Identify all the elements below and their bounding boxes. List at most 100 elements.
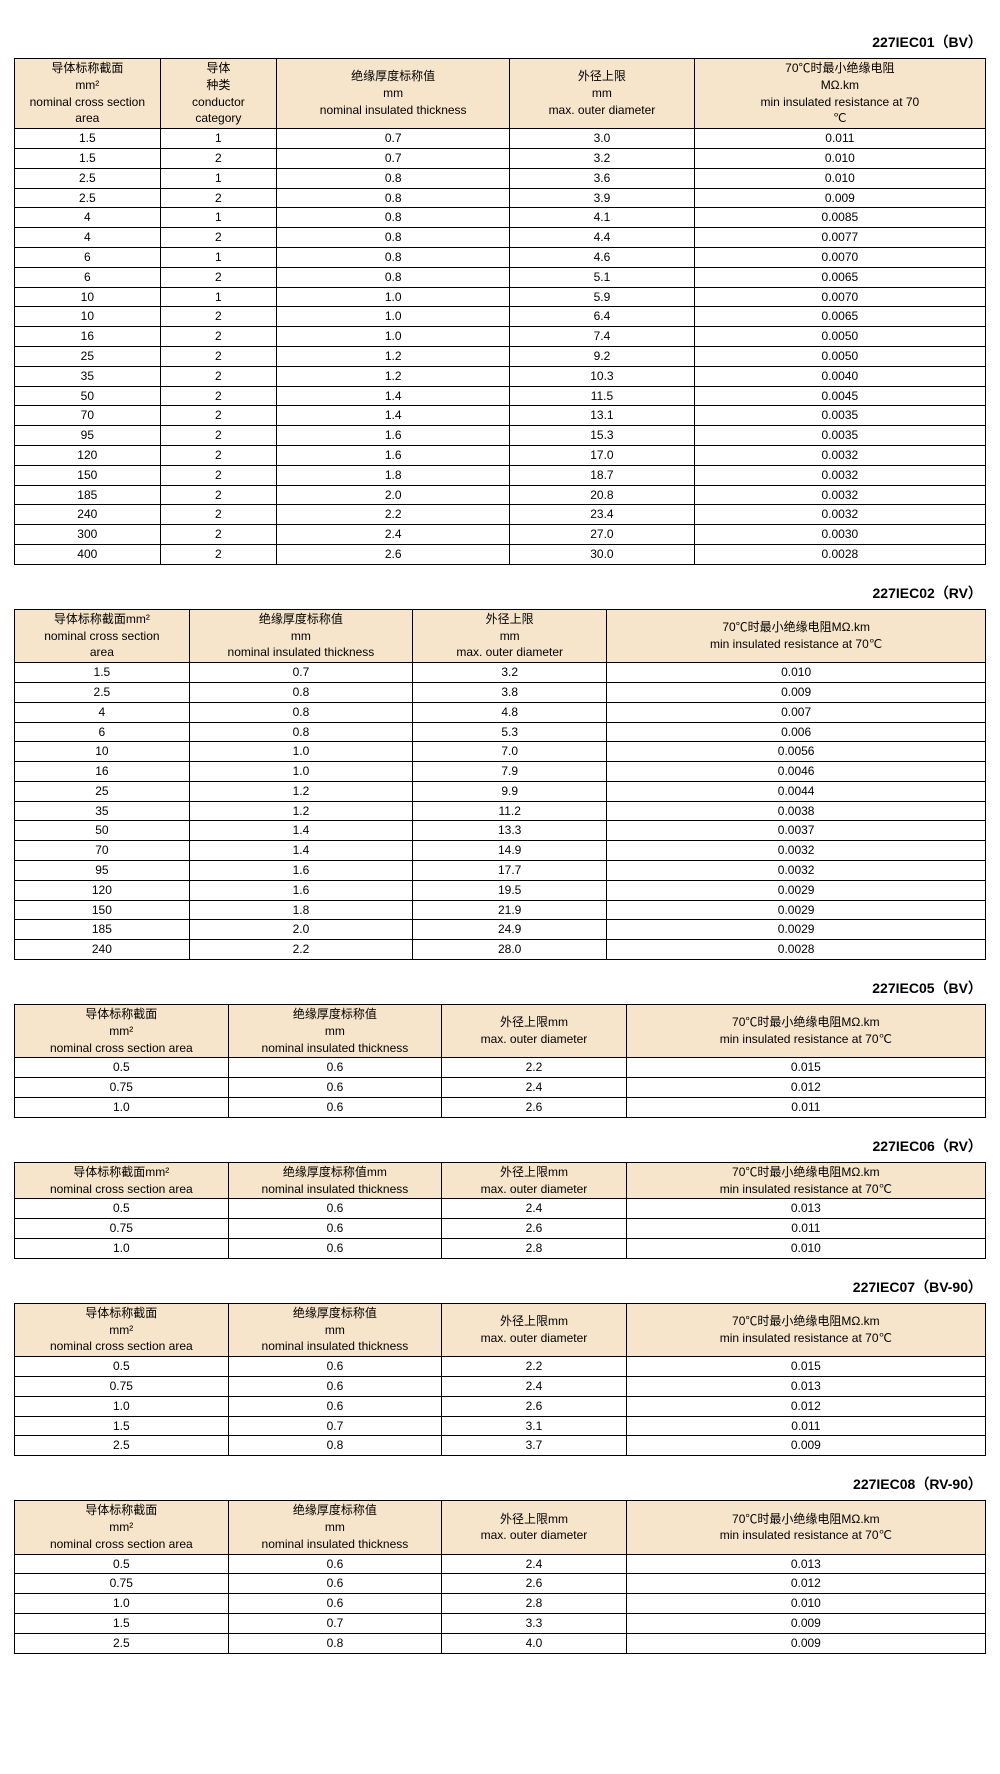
table-cell: 10 (15, 742, 190, 762)
table-row: 620.85.10.0065 (15, 267, 986, 287)
table-cell: 7.4 (510, 327, 694, 347)
table-cell: 1.0 (189, 762, 412, 782)
table-row: 420.84.40.0077 (15, 228, 986, 248)
table-cell: 4 (15, 702, 190, 722)
table-cell: 0.0032 (694, 445, 985, 465)
table-cell: 25 (15, 346, 161, 366)
table-cell: 0.010 (607, 663, 986, 683)
table-cell: 0.8 (277, 208, 510, 228)
table-cell: 0.011 (626, 1098, 985, 1118)
table-cell: 120 (15, 880, 190, 900)
table-header-cell: 70℃时最小绝缘电阻MΩ.kmmin insulated resistance … (607, 609, 986, 662)
table-cell: 23.4 (510, 505, 694, 525)
table-cell: 1.0 (277, 327, 510, 347)
table-cell: 0.0032 (694, 485, 985, 505)
table-cell: 0.0037 (607, 821, 986, 841)
table-cell: 1.5 (15, 148, 161, 168)
table-cell: 1.0 (189, 742, 412, 762)
table-row: 0.750.62.40.013 (15, 1377, 986, 1397)
table-cell: 3.2 (510, 148, 694, 168)
table-header-row: 导体标称截面mm²nominal cross section area绝缘厚度标… (15, 1501, 986, 1554)
table-cell: 0.010 (626, 1239, 985, 1259)
table-cell: 0.6 (228, 1098, 442, 1118)
table-cell: 0.012 (626, 1078, 985, 1098)
table-row: 2.50.84.00.009 (15, 1633, 986, 1653)
table-cell: 17.7 (413, 861, 607, 881)
table-row: 1.510.73.00.011 (15, 129, 986, 149)
table-cell: 0.0044 (607, 781, 986, 801)
table-cell: 1.2 (277, 346, 510, 366)
table-header-cell: 外径上限mmmax. outer diameter (442, 1303, 626, 1356)
table-cell: 16 (15, 327, 161, 347)
table-row: 410.84.10.0085 (15, 208, 986, 228)
table-cell: 1.2 (189, 801, 412, 821)
table-cell: 0.8 (277, 247, 510, 267)
title-main: 227IEC08 (853, 1476, 915, 1492)
table-cell: 3.6 (510, 168, 694, 188)
table-row: 0.50.62.40.013 (15, 1554, 986, 1574)
table-cell: 6 (15, 267, 161, 287)
table-cell: 2.5 (15, 1436, 229, 1456)
table-cell: 2.2 (189, 940, 412, 960)
table-cell: 10 (15, 307, 161, 327)
table-cell: 0.010 (694, 168, 985, 188)
table-row: 7021.413.10.0035 (15, 406, 986, 426)
table-cell: 0.011 (626, 1416, 985, 1436)
table-cell: 6 (15, 247, 161, 267)
table-cell: 0.0046 (607, 762, 986, 782)
table-cell: 1.0 (15, 1594, 229, 1614)
table-header-row: 导体标称截面mm²nominal cross section area绝缘厚度标… (15, 1005, 986, 1058)
table-title: 227IEC06（RV） (14, 1136, 982, 1156)
table-row: 2402.228.00.0028 (15, 940, 986, 960)
table-header-cell: 70℃时最小绝缘电阻MΩ.kmmin insulated resistance … (626, 1162, 985, 1199)
table-cell: 1.5 (15, 1613, 229, 1633)
table-row: 1852.024.90.0029 (15, 920, 986, 940)
table-cell: 4.0 (442, 1633, 626, 1653)
table-cell: 2 (160, 544, 277, 564)
table-row: 2.520.83.90.009 (15, 188, 986, 208)
table-title: 227IEC08（RV-90） (14, 1474, 982, 1494)
table-cell: 2 (160, 346, 277, 366)
table-cell: 2.6 (442, 1098, 626, 1118)
table-cell: 19.5 (413, 880, 607, 900)
table-cell: 2.0 (277, 485, 510, 505)
table-row: 951.617.70.0032 (15, 861, 986, 881)
table-cell: 0.6 (228, 1396, 442, 1416)
table-header-cell: 绝缘厚度标称值mmnominal insulated thickness (228, 1501, 442, 1554)
spec-table: 导体标称截面mm²nominal cross section area绝缘厚度标… (14, 1500, 986, 1653)
table-cell: 0.013 (626, 1554, 985, 1574)
table-cell: 0.75 (15, 1219, 229, 1239)
table-header-cell: 导体种类conductorcategory (160, 59, 277, 129)
table-cell: 0.007 (607, 702, 986, 722)
table-row: 1.50.73.10.011 (15, 1416, 986, 1436)
table-header-cell: 绝缘厚度标称值mmnominal insulated thickness (189, 609, 412, 662)
table-cell: 9.2 (510, 346, 694, 366)
table-cell: 3.9 (510, 188, 694, 208)
table-cell: 240 (15, 940, 190, 960)
table-header-cell: 70℃时最小绝缘电阻MΩ.kmmin insulated resistance … (694, 59, 985, 129)
table-cell: 4 (15, 208, 161, 228)
table-cell: 2.0 (189, 920, 412, 940)
table-cell: 3.0 (510, 129, 694, 149)
table-cell: 0.006 (607, 722, 986, 742)
table-header-cell: 70℃时最小绝缘电阻MΩ.kmmin insulated resistance … (626, 1005, 985, 1058)
table-row: 15021.818.70.0032 (15, 465, 986, 485)
table-cell: 2.4 (442, 1078, 626, 1098)
table-cell: 24.9 (413, 920, 607, 940)
table-cell: 4.1 (510, 208, 694, 228)
table-row: 0.50.62.40.013 (15, 1199, 986, 1219)
spec-table: 导体标称截面mm²nominal cross section area绝缘厚度标… (14, 1162, 986, 1259)
title-paren: （BV-90） (915, 1279, 982, 1295)
table-cell: 95 (15, 861, 190, 881)
table-cell: 1.6 (277, 445, 510, 465)
table-cell: 0.7 (277, 129, 510, 149)
table-cell: 70 (15, 406, 161, 426)
table-cell: 2 (160, 228, 277, 248)
table-row: 1.00.62.80.010 (15, 1594, 986, 1614)
table-cell: 2 (160, 445, 277, 465)
table-cell: 2.5 (15, 188, 161, 208)
table-cell: 0.8 (277, 228, 510, 248)
table-row: 30022.427.00.0030 (15, 525, 986, 545)
table-cell: 0.009 (626, 1436, 985, 1456)
table-cell: 6.4 (510, 307, 694, 327)
